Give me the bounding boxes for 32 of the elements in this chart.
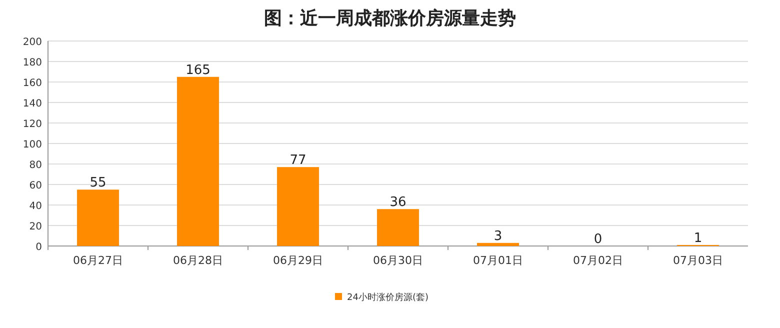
legend-label: 24小时涨价房源(套) bbox=[347, 292, 428, 303]
y-tick-label: 160 bbox=[22, 78, 42, 89]
data-label: 1 bbox=[694, 230, 702, 246]
chart-title: 图：近一周成都涨价房源量走势 bbox=[264, 8, 516, 29]
x-tick-label: 07月03日 bbox=[673, 254, 723, 267]
data-label: 36 bbox=[390, 195, 406, 210]
y-tick-label: 20 bbox=[29, 222, 42, 232]
data-label: 165 bbox=[186, 62, 210, 78]
data-label: 55 bbox=[90, 176, 106, 191]
x-tick-label: 06月30日 bbox=[373, 254, 423, 267]
y-tick-label: 80 bbox=[29, 160, 42, 171]
data-label: 77 bbox=[290, 153, 306, 168]
bar bbox=[77, 190, 119, 246]
data-label: 0 bbox=[594, 232, 602, 247]
y-tick-label: 200 bbox=[22, 37, 42, 48]
bar bbox=[177, 76, 219, 246]
data-label: 3 bbox=[494, 228, 502, 244]
bar bbox=[377, 209, 419, 246]
y-tick-label: 40 bbox=[29, 201, 42, 212]
y-tick-label: 120 bbox=[22, 119, 42, 130]
bar bbox=[277, 167, 319, 246]
y-tick-label: 140 bbox=[22, 98, 42, 110]
x-tick-label: 06月29日 bbox=[273, 254, 323, 267]
y-tick-label: 180 bbox=[22, 58, 42, 68]
y-tick-label: 100 bbox=[22, 140, 42, 150]
y-tick-label: 0 bbox=[36, 242, 42, 253]
x-tick-label: 07月02日 bbox=[573, 254, 623, 267]
x-tick-label: 06月28日 bbox=[173, 254, 223, 267]
x-tick-label: 07月01日 bbox=[473, 254, 523, 267]
bar bbox=[477, 242, 519, 246]
x-tick-label: 06月27日 bbox=[73, 254, 123, 267]
y-tick-label: 60 bbox=[29, 180, 42, 192]
